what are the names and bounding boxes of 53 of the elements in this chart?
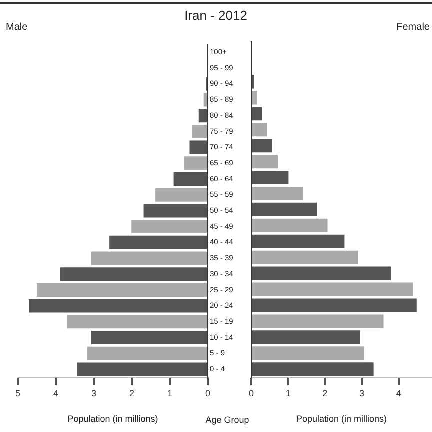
bar: [252, 170, 289, 185]
bar: [204, 93, 207, 107]
bar: [252, 155, 278, 169]
bar: [29, 299, 207, 313]
bar: [88, 346, 207, 360]
bar: [252, 346, 364, 360]
x-tick-label: 4: [53, 388, 59, 398]
bar: [198, 109, 207, 123]
bar: [252, 362, 374, 376]
bar: [252, 234, 345, 248]
bar: [156, 188, 207, 202]
x-tick-label: 4: [396, 388, 402, 398]
chart-title: Iran - 2012: [184, 8, 248, 23]
x-tick-label: 0: [205, 388, 211, 398]
bar: [192, 124, 207, 138]
bar: [252, 330, 360, 344]
bar: [252, 186, 304, 201]
x-tick-label: 3: [91, 388, 97, 398]
bar: [144, 204, 207, 218]
bar: [252, 218, 328, 232]
y-axis-title: Age Group: [204, 415, 250, 425]
bar: [252, 91, 258, 105]
bar: [91, 252, 207, 266]
bar: [60, 268, 207, 282]
bar: [252, 266, 392, 280]
bar: [91, 331, 207, 345]
bar: [252, 139, 272, 153]
x-tick-label: 1: [167, 388, 173, 398]
bar: [252, 123, 268, 137]
bar: [190, 140, 207, 154]
x-axis-title: Population (in millions): [296, 414, 388, 424]
x-tick-label: 2: [129, 388, 135, 398]
bar: [67, 315, 207, 329]
bar: [132, 220, 207, 234]
bar: [252, 282, 414, 296]
x-tick-label: 5: [15, 388, 21, 398]
text: Male: [6, 22, 28, 33]
x-tick-label: 2: [322, 388, 328, 398]
bar: [184, 156, 207, 170]
bar: [252, 314, 384, 328]
x-tick-label: 3: [360, 388, 365, 398]
text: Female: [396, 22, 430, 33]
x-tick-label: 0: [248, 388, 254, 398]
bar: [252, 298, 417, 312]
bar: [174, 172, 207, 186]
bar: [252, 107, 262, 121]
x-axis-title: Population (in millions): [68, 414, 158, 424]
bar: [37, 283, 207, 297]
x-tick-label: 1: [286, 388, 291, 398]
bar: [252, 250, 358, 264]
bar: [110, 236, 207, 250]
bar: [252, 202, 318, 216]
bar: [77, 362, 207, 376]
